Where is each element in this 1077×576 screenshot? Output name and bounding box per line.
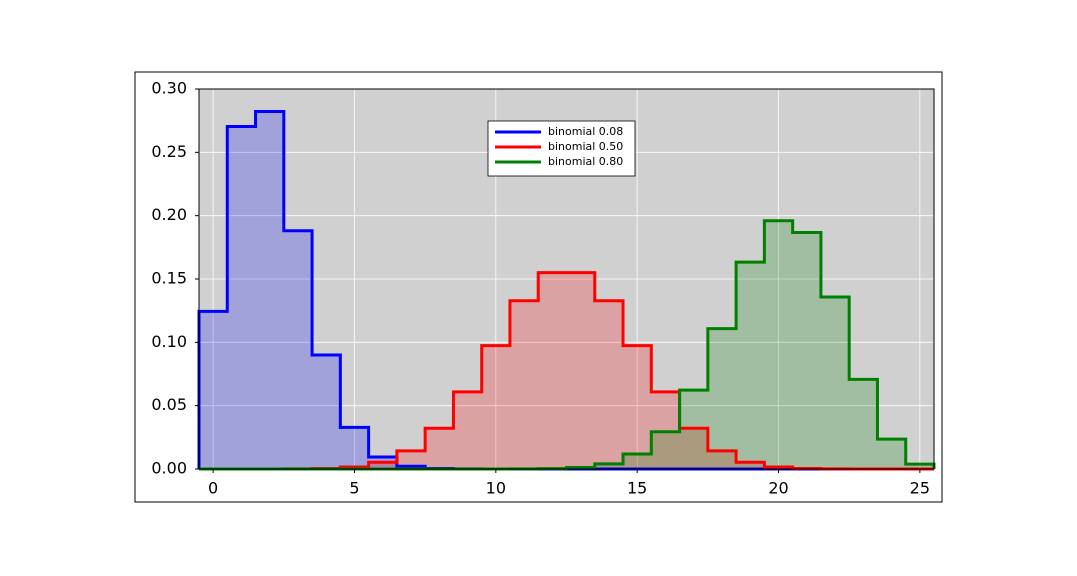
bar [368, 462, 397, 469]
bar [707, 450, 737, 469]
bar [255, 111, 284, 470]
bar [481, 345, 510, 469]
y-tick-label: 0.20 [151, 205, 187, 224]
bar [877, 439, 906, 469]
legend-label: binomial 0.80 [548, 155, 623, 168]
bar [509, 300, 539, 469]
bar [396, 450, 426, 469]
bar [905, 464, 934, 469]
legend-label: binomial 0.50 [548, 140, 623, 153]
bar [623, 454, 652, 469]
bar [340, 427, 369, 469]
step-outline [199, 271, 934, 471]
bar [792, 232, 821, 469]
x-tick-label: 10 [486, 479, 506, 498]
x-tick-label: 0 [208, 479, 218, 498]
bar [594, 300, 624, 469]
bar [566, 272, 595, 469]
y-tick-label: 0.30 [151, 79, 187, 98]
bar [651, 431, 680, 469]
y-tick-label: 0.15 [151, 269, 187, 288]
x-tick-label: 15 [627, 479, 647, 498]
figure-frame [134, 71, 943, 503]
legend: binomial 0.08 binomial 0.50 binomial 0.80 [487, 120, 636, 177]
axes: 0.00 0.05 0.10 0.15 0.20 0.25 0.30 0 5 10 15 20 25 [151, 79, 930, 498]
bar [312, 355, 341, 469]
bar [199, 311, 228, 469]
bar [736, 462, 765, 469]
bar [425, 428, 454, 469]
bar [283, 230, 313, 469]
bar [849, 379, 878, 469]
y-tick-label: 0.25 [151, 142, 187, 161]
y-tick-label: 0.00 [151, 459, 187, 478]
bar [227, 126, 256, 469]
y-tick-label: 0.05 [151, 395, 187, 414]
bar [538, 272, 567, 469]
bar [736, 262, 765, 469]
x-tick-label: 20 [768, 479, 788, 498]
y-tick-label: 0.10 [151, 332, 187, 351]
bar [820, 296, 850, 469]
bar [707, 328, 737, 469]
x-tick-label: 5 [349, 479, 359, 498]
legend-label: binomial 0.08 [548, 125, 623, 138]
x-tick-label: 25 [910, 479, 930, 498]
bar [623, 345, 652, 469]
bar [764, 220, 793, 469]
bar [679, 428, 708, 469]
bar [594, 463, 624, 469]
marks [197, 110, 936, 471]
bar [453, 391, 482, 469]
